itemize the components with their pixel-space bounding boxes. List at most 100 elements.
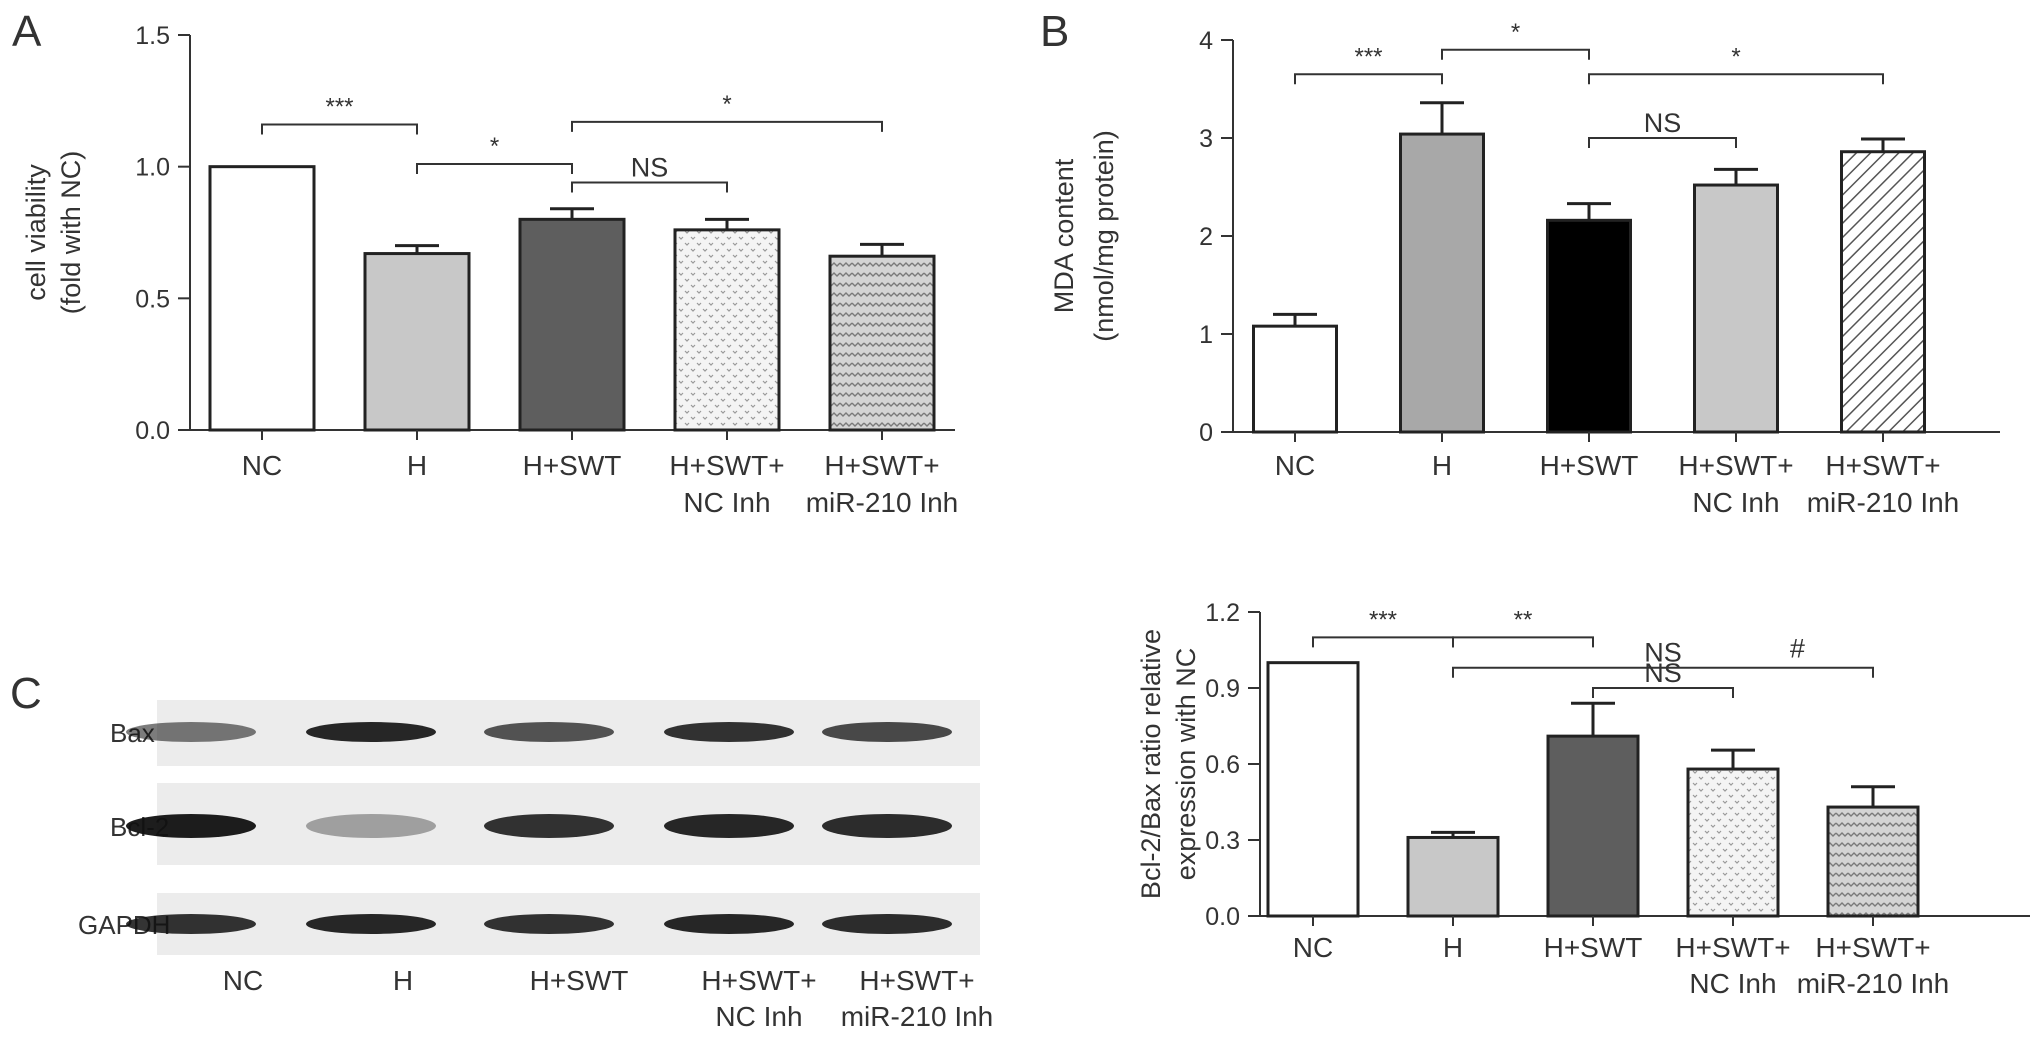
bar: [673, 228, 781, 432]
x-tick-label: H+SWT+: [1675, 932, 1790, 963]
y-tick-label: 0.0: [135, 417, 170, 445]
significance-bracket: [571, 181, 728, 193]
x-tick-label: H: [1443, 932, 1463, 963]
bar: [363, 252, 471, 432]
y-axis-label: Bcl-2/Bax ratio relative: [1136, 629, 1166, 899]
significance-bracket: [1441, 48, 1590, 60]
significance-bracket: [1588, 73, 1884, 85]
bar: [208, 165, 316, 432]
significance-bracket: [1294, 73, 1443, 85]
significance-label: ***: [1354, 43, 1382, 70]
panel-label-c: C: [10, 669, 42, 718]
x-tick-label: H+SWT: [523, 450, 622, 481]
significance-label: NS: [1644, 658, 1682, 688]
y-axis-label: (fold with NC): [56, 151, 86, 315]
y-tick-label: 0: [1199, 419, 1213, 447]
x-tick-label: NC: [1275, 450, 1315, 481]
blot-band: [822, 814, 952, 838]
blot-band: [306, 814, 436, 838]
y-tick-label: 0.0: [1205, 903, 1240, 931]
blot-band: [664, 814, 794, 838]
x-tick-label: H: [407, 450, 427, 481]
blot-band: [484, 814, 614, 838]
x-tick-label: miR-210 Inh: [1797, 968, 1950, 999]
y-tick-label: 3: [1199, 125, 1213, 153]
chart-a: 0.0 0.5 1.0 1.5 cell viability (fold with NC)…: [21, 22, 958, 518]
chart-b: 0 1 2 3 4 MDA content (nmol/mg protein) NC H H+SW…: [1049, 19, 2000, 518]
blot-band: [126, 814, 256, 838]
y-tick-label: 1.2: [1205, 599, 1240, 627]
significance-bracket: [261, 123, 418, 135]
blot-lane-label: miR-210 Inh: [841, 1001, 994, 1032]
significance-label: *: [1511, 19, 1520, 46]
blot-band: [664, 914, 794, 934]
chart-d: 0.0 0.3 0.6 0.9 1.2 Bcl-2/Bax ratio relative e…: [1136, 599, 2030, 999]
significance-label: NS: [631, 152, 669, 182]
y-tick-label: 2: [1199, 223, 1213, 251]
bar: [1826, 805, 1920, 918]
x-tick-label: NC: [1293, 932, 1333, 963]
blot-band: [306, 914, 436, 934]
bar: [1546, 734, 1640, 918]
bar: [1840, 150, 1926, 434]
significance-bracket: [416, 163, 573, 175]
bar: [518, 217, 626, 432]
blot-lane-label: H+SWT: [530, 965, 629, 996]
blot-lane-label: H: [393, 965, 413, 996]
significance-label: **: [1514, 606, 1533, 633]
significance-bracket: [1588, 137, 1737, 148]
bar: [828, 254, 936, 432]
bar: [1252, 324, 1338, 434]
blot-band: [822, 722, 952, 742]
x-tick-label: H+SWT+: [1825, 450, 1940, 481]
y-tick-label: 1: [1199, 321, 1213, 349]
blot-band: [484, 914, 614, 934]
x-tick-label: H: [1432, 450, 1452, 481]
significance-label: ***: [325, 94, 353, 121]
significance-bracket: [1592, 687, 1734, 698]
x-tick-label: H+SWT+: [824, 450, 939, 481]
x-tick-label: NC Inh: [683, 487, 770, 518]
blot-band: [126, 722, 256, 742]
significance-label: *: [722, 91, 731, 118]
bar: [1406, 835, 1500, 918]
blot-band: [306, 722, 436, 742]
bar: [1399, 132, 1485, 434]
x-tick-label: H+SWT+: [1815, 932, 1930, 963]
blot-band: [664, 722, 794, 742]
y-axis-label: MDA content: [1049, 158, 1079, 313]
y-axis-label: cell viability: [21, 164, 51, 301]
x-tick-label: NC Inh: [1689, 968, 1776, 999]
x-tick-label: miR-210 Inh: [806, 487, 959, 518]
significance-label: *: [1731, 43, 1740, 70]
y-tick-label: 0.3: [1205, 827, 1240, 855]
significance-label: NS: [1644, 108, 1682, 138]
blot-lane-label: NC Inh: [715, 1001, 802, 1032]
bar: [1546, 218, 1632, 434]
bar: [1686, 767, 1780, 918]
y-tick-label: 0.6: [1205, 751, 1240, 779]
x-tick-label: NC Inh: [1692, 487, 1779, 518]
significance-bracket: [571, 120, 883, 132]
significance-label: #: [1790, 634, 1805, 664]
significance-label: *: [490, 133, 499, 160]
x-tick-label: H+SWT+: [1678, 450, 1793, 481]
blot-band: [484, 722, 614, 742]
significance-bracket: [1452, 666, 1874, 678]
panel-label-a: A: [12, 7, 42, 56]
x-tick-label: H+SWT: [1540, 450, 1639, 481]
y-tick-label: 4: [1199, 27, 1213, 55]
bar: [1693, 183, 1779, 434]
y-tick-label: 0.9: [1205, 675, 1240, 703]
y-tick-label: 1.5: [135, 22, 170, 50]
blot-band: [126, 914, 256, 934]
significance-label: ***: [1369, 606, 1397, 633]
blot-lane-label: NC: [223, 965, 263, 996]
blot-lane-label: H+SWT+: [859, 965, 974, 996]
y-tick-label: 0.5: [135, 285, 170, 313]
significance-bracket: [1452, 636, 1594, 648]
x-tick-label: miR-210 Inh: [1807, 487, 1960, 518]
panel-label-b: B: [1040, 7, 1069, 56]
